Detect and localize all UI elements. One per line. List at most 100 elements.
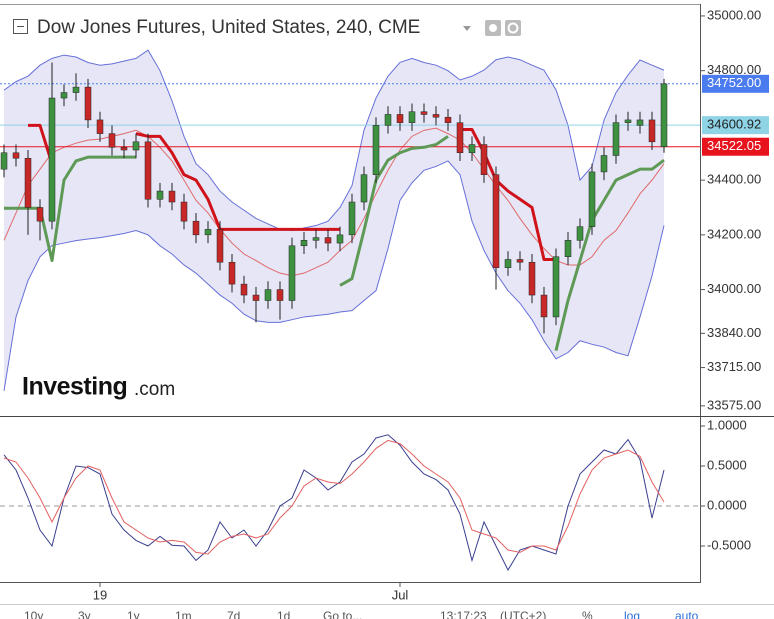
trend-line [554,158,665,351]
candle-body [492,174,500,268]
toolbar-item[interactable]: 1m [175,609,192,619]
y-tick-label: 33715.00 [707,359,761,374]
x-tick-label: Jul [392,587,409,602]
plot-area [0,49,700,572]
price-label-box [702,137,769,156]
candle-body [120,147,128,151]
candle-body [36,207,44,222]
toolbar-item[interactable]: 1d [277,609,290,619]
candle-body [480,144,488,175]
logo: Investing .com [22,373,175,401]
candle-body [636,119,644,126]
toolbar-item: 13:17:23 [440,609,487,619]
candle-body [612,122,620,156]
candle-body [300,240,308,247]
candle-body [420,111,428,115]
oscillator-line [3,434,665,572]
candle-body [156,190,164,200]
candle-body [396,114,404,123]
candle-body [204,229,212,236]
band-fill [4,50,664,391]
candle-body [72,86,80,93]
settings-button[interactable] [505,20,521,36]
toolbar-item[interactable]: log [624,609,640,619]
candle-body [432,114,440,118]
candle-body [516,259,524,263]
candle-body [600,155,608,173]
trend-line [460,128,556,261]
candle-body [648,119,656,143]
candle-body [108,133,116,148]
logo-suffix: .com [134,379,175,400]
candle-body [12,152,20,159]
y-tick-label: 1.0000 [707,417,747,432]
candle-body [0,152,8,170]
toolbar-item[interactable]: 3y [78,609,91,619]
trend-line [135,132,340,231]
toolbar-item[interactable]: 7d [227,609,240,619]
candle-body [588,171,596,227]
candle-body [528,261,536,296]
dropdown-arrow[interactable] [463,26,471,31]
y-tick-label: 34000.00 [707,281,761,296]
price-label: 34600.92 [707,117,761,132]
y-tick-label: -0.5000 [707,537,751,552]
candle-body [468,144,476,154]
candle-body [276,289,284,301]
candle-body [348,201,356,236]
camera-icon [489,24,497,32]
candle-body [336,234,344,244]
candle-body [24,157,32,208]
candle-body [552,256,560,318]
candle-body [264,289,272,301]
y-tick-label: 33840.00 [707,325,761,340]
candle-body [372,125,380,175]
price-label-box [702,74,769,93]
candle-body [456,122,464,154]
toolbar-item[interactable]: % [582,609,593,619]
candle-body [324,237,332,244]
candle-body [564,240,572,257]
price-label: 34752.00 [707,75,761,90]
toolbar-item[interactable]: Go to... [323,609,362,619]
toolbar-item[interactable]: 1y [127,609,140,619]
y-tick-label: 33575.00 [707,397,761,412]
candle-body [384,114,392,126]
toolbar-item[interactable]: 10y [24,609,43,619]
toolbar: 10y 3y 1y 1m 7d 1d Go to... 13:17:23 (UTC+2)% log… [24,609,699,619]
toolbar-item: (UTC+2) [500,609,546,619]
candle-body [444,116,452,123]
y-tick-label: 34200.00 [707,226,761,241]
candle-body [240,283,248,296]
logo-name: Investing [22,373,127,401]
band-upper [3,49,665,231]
candle-body [144,141,152,200]
header: Dow Jones Futures, United States, 240, C… [13,17,521,38]
candle-body [312,237,320,241]
candle-body [252,294,260,301]
candle-body [576,226,584,241]
y-tick-label: 0.0000 [707,497,747,512]
price-label: 34522.05 [707,138,761,153]
candle-body [288,245,296,301]
oscillator-line [3,439,665,555]
candle-body [60,92,68,99]
candle-body [84,86,92,121]
candle-body [624,119,632,123]
candle-body [360,174,368,203]
y-tick-label: 0.5000 [707,457,747,472]
price-label-box [702,116,769,135]
chart-title: Dow Jones Futures, United States, 240, C… [37,17,420,38]
trend-line [28,123,54,165]
trend-line [4,155,136,263]
candle-body [48,97,56,222]
candle-body [660,83,668,147]
band-lower [3,160,665,391]
candle-body [228,261,236,285]
toolbar-item[interactable]: auto [675,609,699,619]
candle-body [168,190,176,203]
y-tick-label: 34800.00 [707,62,761,77]
candle-body [540,294,548,318]
